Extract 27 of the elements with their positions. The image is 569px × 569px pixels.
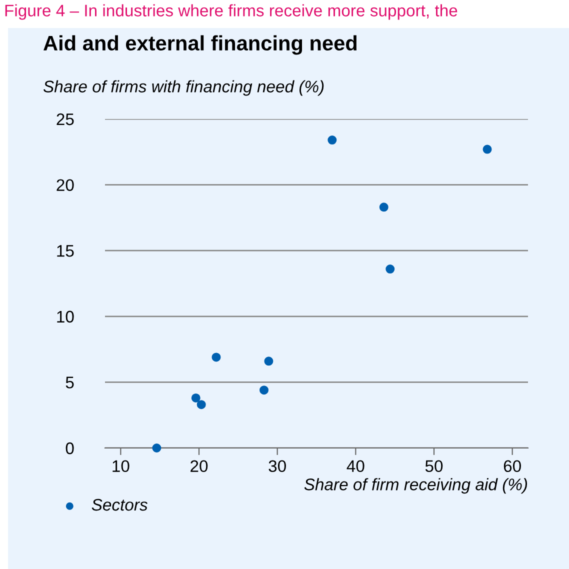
y-tick-label: 10 <box>57 310 74 323</box>
point <box>379 202 388 212</box>
chart-title: Aid and external financing need <box>44 35 356 55</box>
point <box>212 352 221 362</box>
point <box>196 400 206 410</box>
x-tick-label: 40 <box>346 460 364 472</box>
y-tick-label: 15 <box>57 245 74 257</box>
y-tick-label: 20 <box>56 179 74 192</box>
point <box>264 356 274 366</box>
caption: Figure 4 – In industries where firms receive more support, the <box>5 4 458 20</box>
point <box>482 144 492 154</box>
x-tick-label: 30 <box>268 460 286 472</box>
point <box>152 444 162 452</box>
y-tick-label: 0 <box>66 442 74 454</box>
x-tick-label: 50 <box>425 460 443 472</box>
point <box>386 264 395 274</box>
point <box>328 136 337 145</box>
point <box>260 386 269 395</box>
point <box>191 393 200 402</box>
legend-label: Sectors <box>92 498 148 511</box>
x-axis-title: Share of firm receiving aid (%) <box>304 478 528 494</box>
y-tick-label: 5 <box>66 376 74 388</box>
x-tick-label: 10 <box>112 460 130 472</box>
y-tick-label: 25 <box>56 113 74 126</box>
x-tick-label: 20 <box>190 460 208 472</box>
x-tick-label: 60 <box>504 460 521 472</box>
y-axis-title: Share of firms with financing need (%) <box>43 80 324 96</box>
